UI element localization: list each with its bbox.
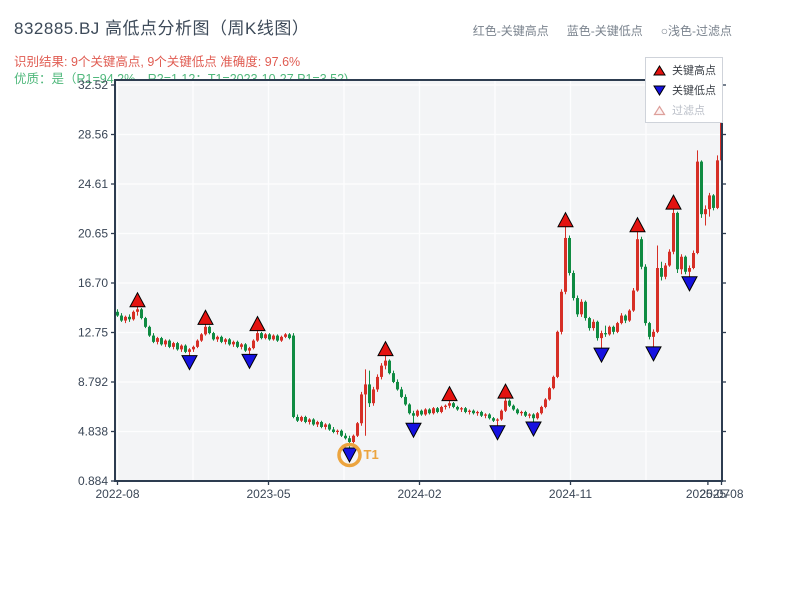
- key-low-marker: [645, 346, 662, 362]
- legend-label-key-low: 关键低点: [672, 85, 716, 97]
- key-high-marker: [441, 385, 458, 402]
- x-axis-tick-label: 2024-02: [397, 487, 441, 501]
- light-triangle-outline-icon: [653, 104, 666, 115]
- legend-item-key-low: 关键低点: [653, 82, 722, 98]
- y-axis-tick-label: 12.75: [78, 326, 108, 340]
- key-low-marker: [593, 347, 610, 364]
- key-high-marker: [129, 291, 146, 308]
- legend-label-filter: 过滤点: [672, 105, 705, 117]
- legend-item-filter: 过滤点: [653, 102, 722, 118]
- header-legend-key-high: 红色-关键高点: [472, 24, 549, 38]
- x-axis-tick-label: 2023-05: [246, 487, 290, 501]
- y-axis-tick-label: 32.52: [78, 78, 108, 92]
- header-legend-key-low: 蓝色-关键低点: [566, 24, 643, 38]
- key-low-marker: [241, 353, 258, 370]
- t1-annotation-label: T1: [364, 447, 379, 462]
- x-axis-tick-label: 2025-08: [699, 487, 743, 501]
- key-high-marker: [629, 216, 646, 233]
- key-low-marker: [489, 425, 506, 441]
- y-axis-tick-label: 8.792: [78, 375, 108, 389]
- x-axis-tick-label: 2022-08: [95, 487, 139, 501]
- key-low-marker: [405, 422, 422, 439]
- kline-chart: T1 32.52 28.56 24.61 20.65 16.70 12.75 8.792 4.8…: [78, 78, 744, 501]
- key-low-marker: [181, 355, 198, 371]
- key-high-marker: [665, 194, 682, 210]
- header-legend-filter: ○浅色-过滤点: [660, 24, 732, 38]
- y-axis-tick-label: 20.65: [78, 227, 108, 241]
- x-axis-tick-label: 2025-07: [686, 487, 730, 501]
- key-high-marker: [377, 340, 394, 357]
- key-high-marker: [497, 383, 514, 399]
- x-axis-tick-label: 2024-11: [549, 487, 592, 501]
- key-low-marker: [341, 447, 358, 464]
- key-high-marker: [197, 309, 214, 325]
- red-up-triangle-icon: [653, 64, 666, 75]
- key-high-marker: [557, 211, 574, 228]
- legend-label-key-high: 关键高点: [672, 65, 716, 77]
- y-axis-tick-label: 24.61: [78, 177, 108, 191]
- y-axis-tick-label: 16.70: [78, 276, 108, 290]
- key-low-marker: [681, 276, 698, 292]
- recognition-result-text: 识别结果: 9个关键高点, 9个关键低点 准确度: 97.6%: [14, 55, 301, 69]
- y-axis-tick-label: 28.56: [78, 128, 108, 142]
- y-axis-tick-label: 4.838: [78, 425, 108, 439]
- blue-down-triangle-icon: [653, 85, 666, 96]
- chart-legend-box: 关键高点 关键低点 过滤点: [645, 57, 723, 123]
- key-high-marker: [249, 315, 266, 332]
- legend-item-key-high: 关键高点: [653, 62, 722, 78]
- page-title: 832885.BJ 高低点分析图（周K线图）: [14, 19, 310, 38]
- t1-highlight-circle: [337, 442, 362, 468]
- key-low-marker: [525, 421, 542, 438]
- y-axis-tick-label: 0.884: [78, 474, 108, 488]
- header-color-legend: 红色-关键高点 蓝色-关键低点 ○浅色-过滤点: [473, 22, 732, 39]
